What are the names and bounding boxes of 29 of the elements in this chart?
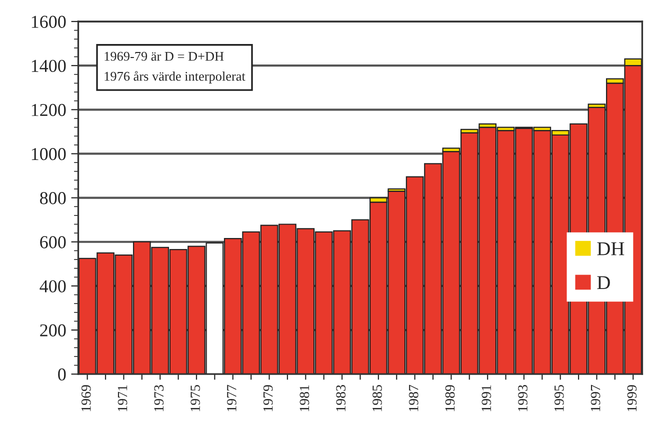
x-tick-label: 1981 [300,385,310,412]
legend-label: DH [597,242,624,256]
x-tick-label: 1979 [263,385,273,412]
x-tick-label: 1983 [336,385,346,412]
x-tick-label: 1993 [518,385,528,412]
y-tick-label: 0 [58,368,66,381]
y-tick-label: 1200 [32,104,66,116]
x-tick-label: 1989 [445,385,455,412]
x-tick-label: 1999 [627,385,637,412]
annotation: 1976 års värde interpolerat [104,71,246,84]
x-tick-label: 1995 [554,385,564,412]
y-tick-label: 1000 [32,148,66,160]
legend-label: D [597,276,610,290]
x-tick-label: 1987 [408,384,418,412]
x-tick-label: 1985 [372,385,382,412]
y-tick-label: 1600 [32,16,66,28]
y-tick-label: 800 [40,192,66,204]
x-tick-label: 1991 [482,385,492,412]
x-tick-label: 1969 [81,385,91,412]
x-tick-label: 1975 [190,385,200,412]
x-tick-label: 1997 [590,384,600,412]
y-tick-label: 600 [40,236,66,248]
y-tick-label: 1400 [32,60,66,72]
y-tick-label: 400 [40,280,66,292]
y-tick-label: 200 [40,324,66,336]
annotation: 1969-79 är D = D+DH [104,52,224,61]
x-tick-label: 1971 [118,385,128,412]
x-tick-label: 1977 [227,384,236,412]
x-tick-label: 1973 [154,385,164,412]
